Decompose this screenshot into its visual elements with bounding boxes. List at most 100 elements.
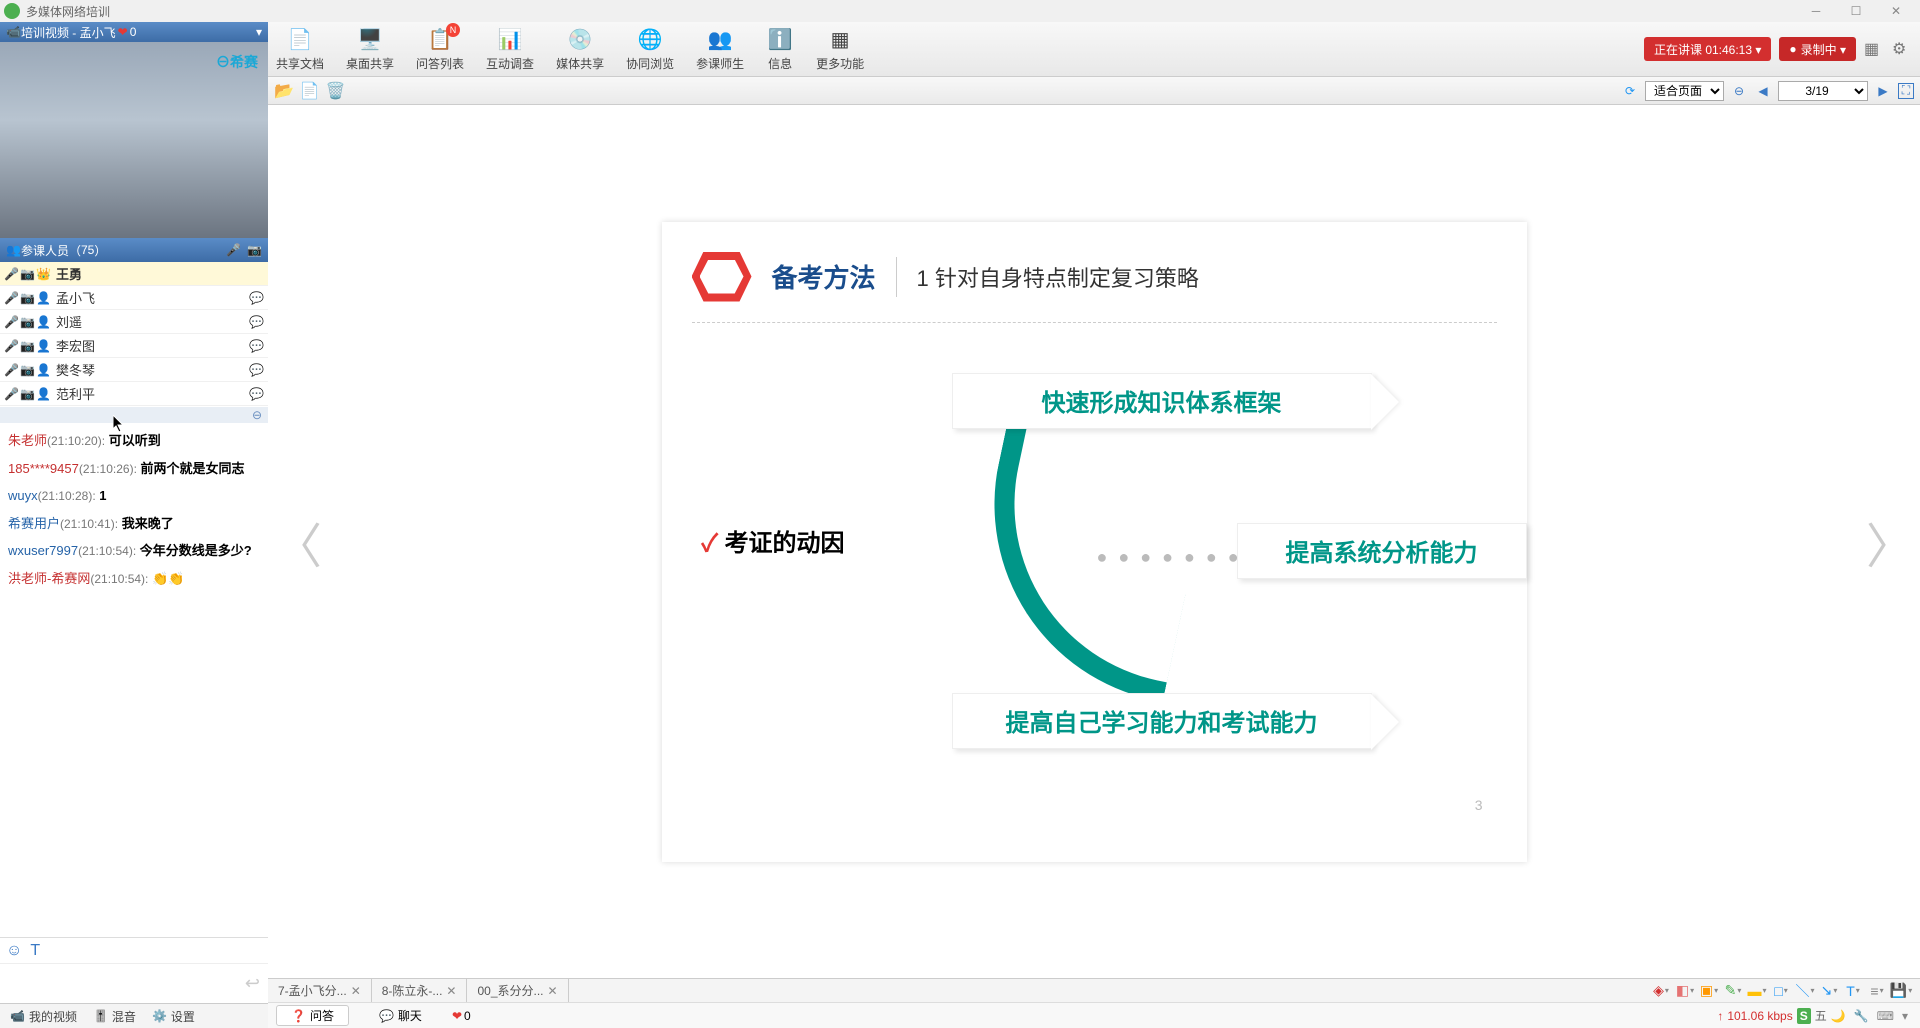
attendee-list[interactable]: 🎤📷👑王勇🎤📷👤孟小飞💬🎤📷👤刘遥💬🎤📷👤李宏图💬🎤📷👤樊冬琴💬🎤📷👤范利平💬 <box>0 262 268 407</box>
diagram-box-bot: 提高自己学习能力和考试能力 <box>952 693 1372 749</box>
toolbar-button[interactable]: 👥参课师生 <box>696 27 744 72</box>
settings-button[interactable]: ⚙ <box>1892 39 1912 59</box>
my-video-tab[interactable]: 📹我的视频 <box>10 1008 77 1025</box>
collapse-icon[interactable]: ⊖ <box>252 408 262 422</box>
left-panel: 📹 培训视频 - 孟小飞 ❤ 0 ▾ ⊖希赛 👥 参课人员 （75） 🎤 📷 🎤… <box>0 22 268 1028</box>
ime-lang[interactable]: 五 <box>1815 1007 1827 1024</box>
toolbar-button[interactable]: 🌐协同浏览 <box>626 27 674 72</box>
shape-icon[interactable]: ▣▾ <box>1700 982 1718 1000</box>
prev-page-button[interactable]: ◀ <box>1754 82 1772 100</box>
toolbar-button[interactable]: ℹ️信息 <box>766 27 794 72</box>
camera-icon: 📹 <box>6 25 21 39</box>
toolbar-button[interactable]: 🖥️桌面共享 <box>346 27 394 72</box>
ime-indicator[interactable]: S <box>1797 1008 1811 1024</box>
qa-button[interactable]: ❓问答 <box>276 1005 349 1026</box>
talking-icon: 💬 <box>249 363 264 377</box>
close-icon[interactable]: ✕ <box>548 984 558 998</box>
emoji-toolbar: ☺ T <box>0 937 268 963</box>
recording-status[interactable]: ●录制中 ▾ <box>1779 37 1856 61</box>
cam-icon: 📷 <box>20 291 34 305</box>
grid-button[interactable]: ▦ <box>1864 39 1884 59</box>
rect-icon[interactable]: □▾ <box>1772 982 1790 1000</box>
ime-tool-icon[interactable]: 🔧 <box>1854 1009 1869 1023</box>
toolbar-icon: 💿 <box>566 27 594 53</box>
close-icon[interactable]: ✕ <box>351 984 361 998</box>
document-tab[interactable]: 7-孟小飞分... ✕ <box>268 979 372 1003</box>
toolbar-button[interactable]: 📊互动调查 <box>486 27 534 72</box>
attendee-row[interactable]: 🎤📷👤樊冬琴💬 <box>0 358 268 382</box>
attendee-row[interactable]: 🎤📷👤刘遥💬 <box>0 310 268 334</box>
toolbar-button[interactable]: ▦更多功能 <box>816 27 864 72</box>
ime-dropdown-icon[interactable]: ▾ <box>1902 1009 1908 1023</box>
chat-icon: 💬 <box>379 1009 394 1023</box>
chat-tab[interactable]: 💬聊天 <box>379 1007 422 1024</box>
target-icon[interactable]: ◈▾ <box>1652 982 1670 1000</box>
send-button[interactable]: ↩ <box>245 973 260 994</box>
brush-icon[interactable]: ✎▾ <box>1724 982 1742 1000</box>
add-doc-button[interactable]: 📄 <box>300 81 320 101</box>
toolbar-icon: 📄 <box>286 27 314 53</box>
attendee-row[interactable]: 🎤📷👤范利平💬 <box>0 382 268 406</box>
cursor-icon <box>113 415 125 433</box>
lecture-status[interactable]: 正在讲课 01:46:13 ▾ <box>1644 37 1771 61</box>
document-tab[interactable]: 00_系分分... ✕ <box>467 979 568 1003</box>
open-folder-button[interactable]: 📂 <box>274 81 294 101</box>
close-button[interactable]: ✕ <box>1876 0 1916 22</box>
attendee-row[interactable]: 🎤📷👤李宏图💬 <box>0 334 268 358</box>
video-menu-button[interactable]: ▾ <box>256 25 262 39</box>
tab-label: 7-孟小飞分... <box>278 982 347 999</box>
line-icon[interactable]: ＼▾ <box>1796 982 1814 1000</box>
text-format-button[interactable]: T <box>30 942 40 960</box>
attendee-row[interactable]: 🎤📷👤孟小飞💬 <box>0 286 268 310</box>
refresh-button[interactable]: ⟳ <box>1621 82 1639 100</box>
toolbar-button[interactable]: 📄共享文档 <box>276 27 324 72</box>
attendee-name: 范利平 <box>56 384 249 403</box>
slide-content: 备考方法 1 针对自身特点制定复习策略 考证的动因 快速形成知识体系框架 ● ●… <box>662 222 1527 862</box>
mic-toggle-icon[interactable]: 🎤 <box>226 243 241 257</box>
close-icon[interactable]: ✕ <box>446 984 456 998</box>
video-area[interactable]: ⊖希赛 <box>0 42 268 238</box>
toolbar-label: 问答列表 <box>416 55 464 72</box>
toolbar-button[interactable]: 💿媒体共享 <box>556 27 604 72</box>
slide-page-number: 3 <box>1475 797 1483 813</box>
talking-icon: 💬 <box>249 315 264 329</box>
remove-doc-button[interactable]: 🗑️ <box>326 81 346 101</box>
user-icon: 👤 <box>36 291 50 305</box>
record-dot-icon: ● <box>1789 42 1796 56</box>
ime-moon-icon[interactable]: 🌙 <box>1831 1009 1846 1023</box>
toolbar-icon: 🖥️ <box>356 27 384 53</box>
slide-next-button[interactable]: 〉 <box>1870 507 1910 577</box>
cam-toggle-icon[interactable]: 📷 <box>247 243 262 257</box>
more-icon[interactable]: ≡▾ <box>1868 982 1886 1000</box>
minimize-button[interactable]: ─ <box>1796 0 1836 22</box>
annotation-toolbar: ◈▾ ◧▾ ▣▾ ✎▾ ▬▾ □▾ ＼▾ ↘▾ T▾ ≡▾ 💾▾ <box>1652 982 1920 1000</box>
attendee-row[interactable]: 🎤📷👑王勇 <box>0 262 268 286</box>
zoom-select[interactable]: 适合页面 <box>1645 81 1724 101</box>
collapse-bar[interactable]: ⊖ <box>0 407 268 423</box>
eraser-icon[interactable]: ◧▾ <box>1676 982 1694 1000</box>
window-title: 多媒体网络培训 <box>26 3 1796 20</box>
maximize-button[interactable]: ☐ <box>1836 0 1876 22</box>
zoom-out-button[interactable]: ⊖ <box>1730 82 1748 100</box>
toolbar-icon: 👥 <box>706 27 734 53</box>
highlight-icon[interactable]: ▬▾ <box>1748 982 1766 1000</box>
chat-area[interactable]: 朱老师(21:10:20): 可以听到185****9457(21:10:26)… <box>0 423 268 937</box>
chat-input[interactable]: ↩ <box>0 963 268 1003</box>
talking-icon: 💬 <box>249 387 264 401</box>
page-select[interactable]: 3/19 <box>1778 81 1868 101</box>
fullscreen-button[interactable]: ⛶ <box>1898 83 1914 99</box>
arrow-icon[interactable]: ↘▾ <box>1820 982 1838 1000</box>
emoji-button[interactable]: ☺ <box>6 942 22 960</box>
slide-prev-button[interactable]: 〈 <box>278 507 318 577</box>
toolbar-button[interactable]: 📋N问答列表 <box>416 27 464 72</box>
next-page-button[interactable]: ▶ <box>1874 82 1892 100</box>
diagram-box-mid: 提高系统分析能力 <box>1237 523 1527 579</box>
toolbar-icon: ℹ️ <box>766 27 794 53</box>
mix-tab[interactable]: 🎚️混音 <box>93 1008 136 1025</box>
text-icon[interactable]: T▾ <box>1844 982 1862 1000</box>
settings-tab[interactable]: ⚙️设置 <box>152 1008 195 1025</box>
ime-keyboard-icon[interactable]: ⌨ <box>1877 1009 1894 1023</box>
slide-area: 〈 备考方法 1 针对自身特点制定复习策略 考证的动因 快速形成知识体系框架 ●… <box>268 105 1920 978</box>
document-tab[interactable]: 8-陈立永-... ✕ <box>372 979 468 1003</box>
save-icon[interactable]: 💾▾ <box>1892 982 1910 1000</box>
